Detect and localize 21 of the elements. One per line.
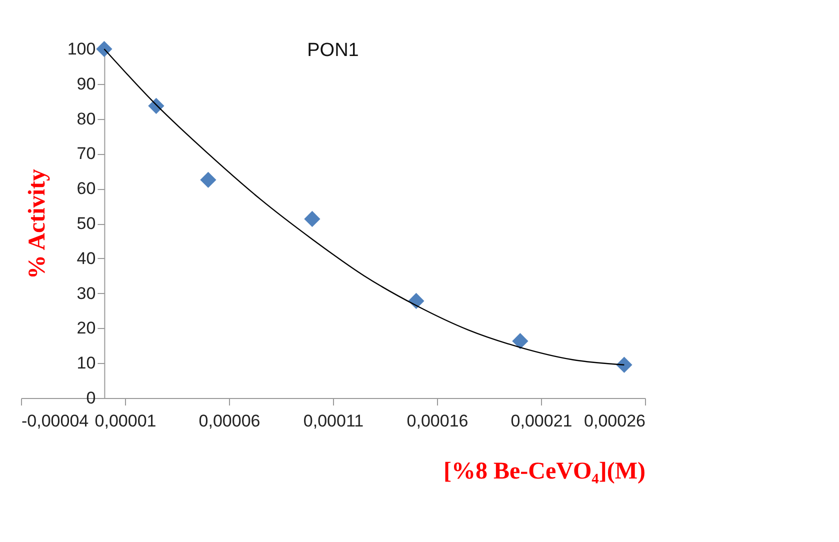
y-tick-label: 100 (67, 40, 96, 58)
chart-title: PON1 (307, 40, 359, 61)
y-tick-label: 40 (76, 248, 96, 268)
y-tick-label: 10 (76, 354, 96, 373)
x-tick-label: 0,00021 (510, 412, 572, 430)
y-tick-label: 20 (76, 318, 96, 338)
y-tick-label: 60 (76, 179, 96, 198)
y-tick-label: 0 (86, 388, 96, 408)
y-tick-label: 50 (76, 214, 96, 233)
x-tick-label: 0,00006 (198, 412, 260, 430)
y-tick-label: 30 (76, 284, 96, 303)
x-tick-label: 0,00011 (303, 412, 364, 430)
y-tick-label: 70 (76, 144, 96, 164)
x-tick-label: 0,00001 (94, 412, 156, 430)
y-axis-title: % Activity (24, 169, 50, 279)
x-tick-label: 0,00016 (406, 412, 468, 430)
y-tick-label: 80 (76, 109, 96, 128)
x-axis-title: [%8 Be-CeVO₄](M) (444, 458, 646, 484)
x-tick-label: -0,00004 (22, 412, 89, 430)
y-tick-label: 90 (76, 74, 96, 94)
x-tick-label: 0,00026 (584, 412, 646, 430)
